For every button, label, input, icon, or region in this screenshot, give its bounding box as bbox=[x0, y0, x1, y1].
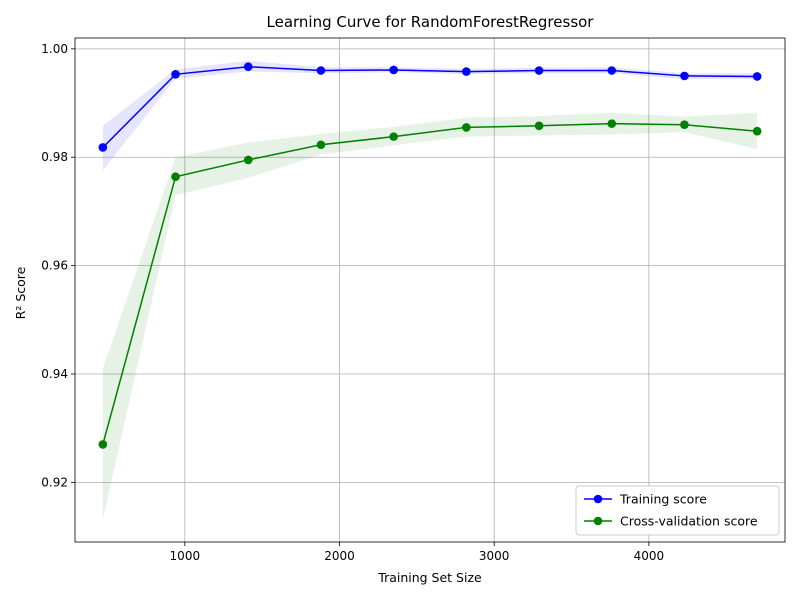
chart-title: Learning Curve for RandomForestRegressor bbox=[267, 13, 595, 31]
y-tick-label: 0.94 bbox=[41, 367, 68, 381]
x-axis-label: Training Set Size bbox=[377, 570, 482, 585]
y-tick-label: 0.92 bbox=[41, 475, 68, 489]
legend: Training score Cross-validation score bbox=[575, 485, 780, 536]
x-tick-label: 1000 bbox=[170, 549, 201, 563]
x-tick-label: 3000 bbox=[479, 549, 510, 563]
series-0-point bbox=[534, 66, 544, 75]
series-1-point bbox=[389, 132, 398, 141]
series-0-point bbox=[171, 70, 180, 79]
series-1-point bbox=[680, 120, 689, 130]
series-1-point bbox=[98, 440, 108, 449]
series bbox=[98, 62, 762, 449]
series-1-point bbox=[316, 140, 326, 150]
grid bbox=[75, 38, 785, 542]
series-0-point bbox=[389, 65, 398, 75]
series-1-point bbox=[534, 121, 544, 131]
legend-label: Cross-validation score bbox=[620, 514, 758, 529]
series-0-point bbox=[316, 66, 326, 75]
y-axis-label: R² Score bbox=[13, 266, 28, 319]
legend-box bbox=[575, 485, 780, 536]
series-0-point bbox=[462, 67, 471, 76]
series-0-point bbox=[680, 71, 689, 81]
legend-swatch-marker bbox=[593, 516, 603, 526]
x-tick-label: 4000 bbox=[634, 549, 665, 563]
series-1-point bbox=[462, 123, 471, 132]
series-0-point bbox=[243, 62, 253, 72]
series-1-point bbox=[752, 126, 762, 136]
legend-label: Training score bbox=[619, 492, 707, 507]
x-tick-label: 2000 bbox=[324, 549, 355, 563]
series-0-line bbox=[102, 65, 758, 148]
plot-frame bbox=[74, 37, 786, 543]
series-1-line bbox=[102, 122, 758, 445]
y-tick-label: 0.98 bbox=[41, 150, 68, 164]
series-1-point bbox=[171, 172, 180, 182]
y-tick-label: 1.00 bbox=[41, 42, 68, 56]
axis-ticks: 1000 2000 3000 4000 0.92 0.94 0.96 0.98 1.00 bbox=[41, 42, 664, 563]
series-1-point bbox=[607, 119, 617, 128]
series-0-point bbox=[98, 143, 108, 152]
legend-swatch-marker bbox=[593, 494, 603, 504]
series-1-point bbox=[243, 155, 253, 165]
series-0-point bbox=[607, 66, 617, 75]
series-0-point bbox=[752, 72, 762, 81]
y-tick-label: 0.96 bbox=[41, 259, 68, 273]
